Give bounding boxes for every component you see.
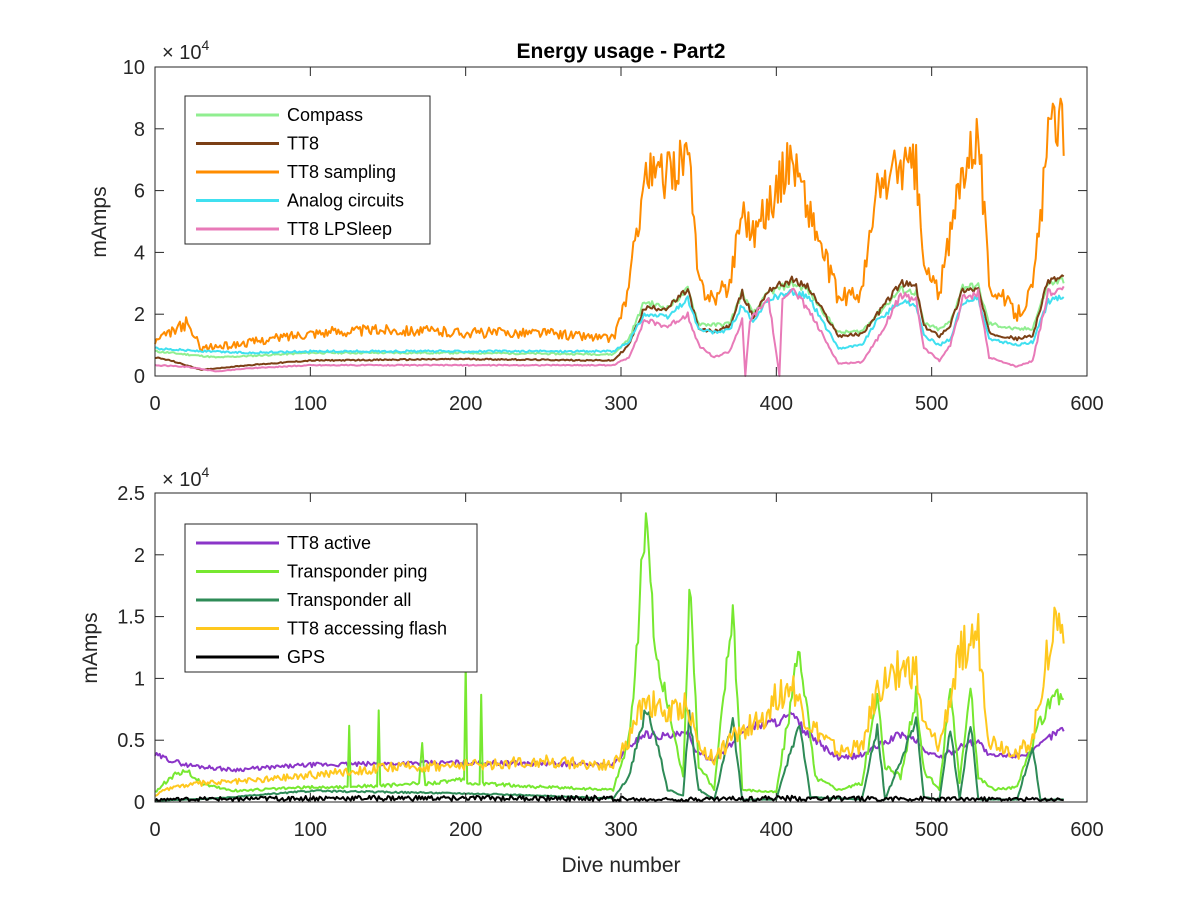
series-layer [154,512,1065,803]
legend-label-transponder-all: Transponder all [287,590,411,610]
legend-box [184,95,431,245]
series-line-tt8-sampling [154,97,1065,353]
y-multiplier-base: × 10 [162,42,201,64]
x-tick-label: 300 [604,819,637,841]
legend-label-tt8-sampling: TT8 sampling [287,162,396,182]
legend-label-gps: GPS [287,647,325,667]
series-line-gps [154,794,1064,803]
series-line-transponder-ping [154,512,1064,794]
y-tick-label: 0.5 [117,730,145,752]
x-tick-label: 0 [149,819,160,841]
y-tick-label: 1.5 [117,607,145,629]
y-axis-label: mAmps [88,186,111,257]
series-layer [154,97,1065,377]
subplot-top: 0 100 200 300 400 500 600 0 2 4 6 8 10 Energy usage … [88,37,1104,415]
legend-label-compass: Compass [287,105,363,125]
y-axis-label: mAmps [79,612,102,683]
legend-label-transponder-ping: Transponder ping [287,562,427,582]
x-tick-label: 400 [760,819,793,841]
y-tick-label: 4 [134,242,145,264]
subplot-bottom: 0 100 200 300 400 500 600 0 0.5 1 1.5 2 2.5 Dive num… [79,464,1104,877]
x-tick-label: 600 [1070,393,1103,415]
y-multiplier-base: × 10 [162,469,201,491]
y-axis-multiplier: × 104 [162,37,209,64]
legend-label-tt8-active: TT8 active [287,533,371,553]
y-tick-label: 2.5 [117,483,145,505]
y-tick-label: 2 [134,304,145,326]
y-tick-label: 0 [134,792,145,814]
legend-box [184,523,478,673]
series-line-tt8-accessing-flash [154,606,1065,797]
legend: TT8 active Transponder ping Transponder al… [184,523,478,673]
x-tick-label: 200 [449,819,482,841]
legend-label-tt8-accessing-flash: TT8 accessing flash [287,619,447,639]
chart-title: Energy usage - Part2 [517,40,726,63]
x-tick-label: 400 [760,393,793,415]
x-tick-label: 200 [449,393,482,415]
x-tick-label: 100 [294,819,327,841]
x-tick-label: 100 [294,393,327,415]
y-tick-label: 6 [134,181,145,203]
series-line-tt8 [154,274,1065,371]
tick-marks: 0 100 200 300 400 500 600 0 0.5 1 1.5 2 2.5 [117,483,1104,841]
tick-marks: 0 100 200 300 400 500 600 0 2 4 6 8 10 [123,57,1104,415]
series-line-tt8-lpsleep [154,285,1065,377]
x-tick-label: 0 [149,393,160,415]
legend-label-tt8: TT8 [287,134,319,154]
y-multiplier-exponent: 4 [201,37,209,53]
x-tick-label: 600 [1070,819,1103,841]
x-tick-label: 500 [915,393,948,415]
legend-label-tt8-lpsleep: TT8 LPSleep [287,219,392,239]
x-tick-label: 500 [915,819,948,841]
y-tick-label: 1 [134,668,145,690]
y-tick-label: 0 [134,366,145,388]
x-axis-label: Dive number [561,854,680,877]
y-tick-label: 2 [134,545,145,567]
y-tick-label: 10 [123,57,145,79]
legend-label-analog-circuits: Analog circuits [287,191,404,211]
y-axis-multiplier: × 104 [162,464,209,491]
series-line-analog-circuits [154,289,1065,355]
x-tick-label: 300 [604,393,637,415]
y-tick-label: 8 [134,119,145,141]
legend: Compass TT8 TT8 sampling Analog circuits TT8… [184,95,431,245]
y-multiplier-exponent: 4 [201,464,209,480]
